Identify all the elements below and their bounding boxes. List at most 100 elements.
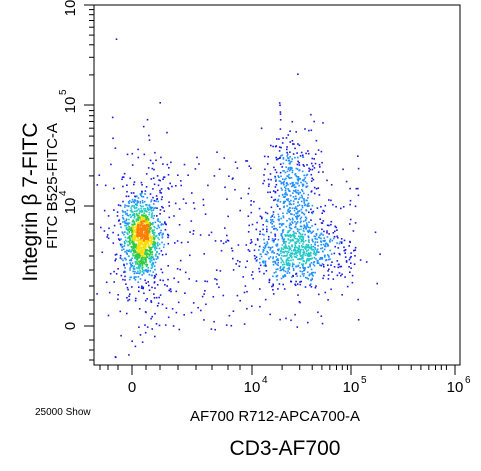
event-dot [167, 316, 170, 319]
event-dot [313, 250, 315, 252]
event-dot [300, 240, 303, 243]
event-dot [280, 257, 282, 259]
event-dot [271, 215, 273, 217]
event-dot [135, 251, 137, 253]
event-dot [279, 318, 281, 321]
event-dot [137, 267, 139, 270]
event-dot [157, 225, 160, 227]
event-dot [187, 174, 189, 176]
event-dot [140, 194, 142, 196]
y-tick-label-1: 10 [62, 198, 79, 215]
event-dot [300, 258, 302, 261]
event-dot [345, 261, 348, 263]
event-dot [292, 196, 295, 198]
event-dot [323, 210, 326, 213]
event-dot [286, 234, 289, 236]
event-dot [154, 221, 157, 224]
event-dot [312, 210, 315, 213]
event-dot [200, 309, 202, 312]
event-dot [159, 221, 161, 223]
event-dot [281, 233, 283, 235]
event-dot [264, 261, 267, 263]
event-dot [147, 222, 150, 225]
event-dot [135, 210, 138, 212]
event-dot [323, 240, 326, 243]
event-dot [300, 254, 302, 257]
event-dot [206, 280, 209, 283]
event-dot [278, 218, 280, 221]
event-dot [129, 239, 131, 242]
event-dot [257, 239, 259, 241]
event-dot [279, 201, 282, 203]
event-dot [320, 237, 322, 240]
event-dot [133, 201, 135, 204]
event-dot [306, 173, 309, 176]
event-dot [277, 238, 280, 241]
event-dot [302, 246, 305, 248]
event-dot [341, 294, 343, 296]
event-dot [214, 278, 216, 280]
event-dot [322, 250, 324, 253]
event-dot [128, 218, 130, 221]
event-dot [159, 294, 162, 296]
event-dot [121, 243, 123, 246]
event-dot [338, 272, 341, 274]
event-dot [273, 239, 275, 242]
event-dot [135, 297, 137, 300]
event-dot [294, 195, 297, 198]
event-dot [121, 249, 123, 251]
event-dot [320, 315, 323, 317]
event-dot [277, 264, 279, 267]
event-dot [263, 264, 266, 267]
event-dot [333, 266, 336, 268]
event-dot [290, 235, 293, 237]
event-dot [289, 161, 291, 163]
event-dot [323, 265, 325, 268]
event-dot [96, 184, 99, 186]
event-dot [310, 279, 312, 282]
event-dot [138, 326, 140, 328]
event-dot [306, 271, 309, 273]
event-dot [149, 243, 152, 246]
event-dot [232, 269, 235, 271]
event-dot [322, 122, 324, 124]
event-dot [332, 203, 334, 206]
event-dot [182, 198, 185, 200]
event-dot [149, 236, 151, 238]
event-dot [124, 236, 127, 239]
event-dot [133, 241, 135, 243]
event-dot [189, 231, 191, 233]
event-dot [307, 197, 309, 199]
event-dot [145, 217, 147, 220]
event-dot [149, 193, 152, 195]
event-dot [175, 185, 177, 187]
event-dot [126, 205, 128, 207]
event-dot [309, 265, 311, 268]
event-dot [140, 255, 143, 258]
event-dot [283, 267, 286, 269]
event-dot [297, 143, 299, 145]
event-dot [141, 264, 143, 266]
event-dot [215, 269, 218, 271]
event-dot [196, 156, 198, 159]
event-dot [137, 156, 140, 159]
event-dot [339, 265, 341, 268]
event-dot [132, 239, 135, 242]
event-dot [153, 293, 155, 295]
event-dot [271, 239, 274, 242]
event-dot [150, 242, 153, 245]
event-dot [349, 203, 351, 206]
event-dot [307, 194, 310, 196]
event-dot [288, 235, 290, 237]
event-dot [304, 268, 306, 270]
event-dot [190, 220, 193, 222]
event-dot [275, 158, 278, 161]
event-dot [310, 273, 313, 275]
event-dot [273, 225, 275, 227]
event-dot [286, 253, 289, 255]
event-dot [332, 278, 335, 280]
event-dot [269, 256, 272, 258]
event-dot [153, 244, 155, 247]
event-dot [155, 296, 158, 299]
event-dot [266, 228, 268, 231]
